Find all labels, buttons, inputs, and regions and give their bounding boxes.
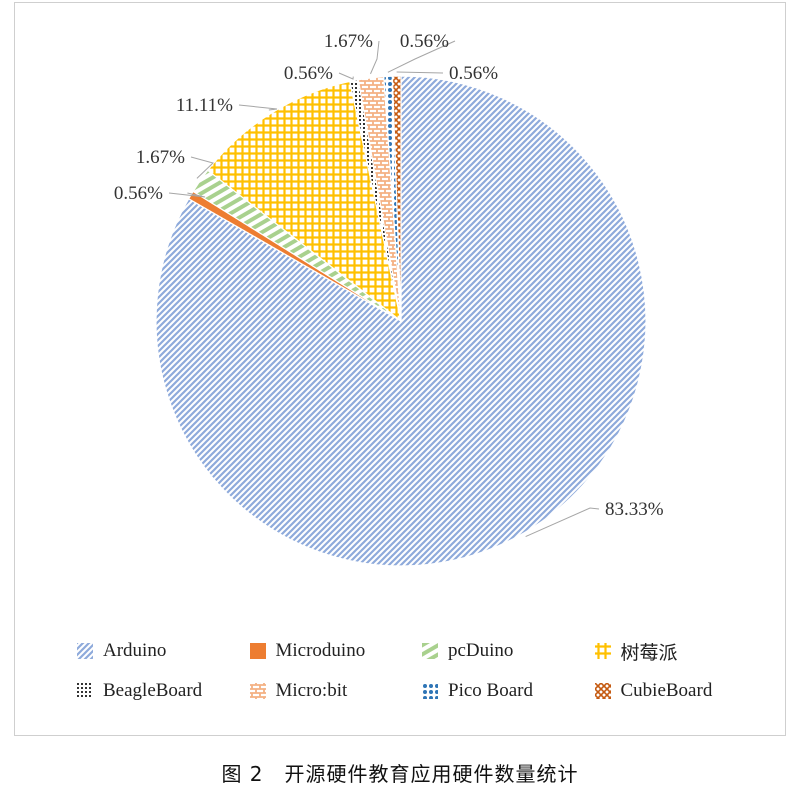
legend-swatch-3 [594, 643, 611, 659]
legend-swatch-4 [77, 683, 93, 699]
leader-line-1 [168, 192, 206, 198]
data-label-0: 83.33% [605, 499, 664, 520]
data-label-7: 0.56% [449, 63, 498, 84]
data-label-1: 0.56% [114, 183, 163, 204]
legend-swatch-1 [249, 643, 266, 659]
pie-slice-3 [206, 80, 402, 323]
legend-label-4: BeagleBoard [103, 680, 203, 701]
data-label-6: 0.56% [400, 31, 449, 52]
data-label-3: 11.11% [176, 95, 233, 116]
legend-swatch-5 [249, 683, 266, 699]
legend-item-7: CubieBoard [594, 680, 768, 702]
legend-item-4: BeagleBoard [77, 680, 250, 702]
legend-row: BeagleBoard Micro:bit Pico Board CubieBoard [77, 671, 767, 711]
legend-swatch-7 [594, 683, 611, 699]
legend: Arduino Microduino pcDuino 树莓派 BeagleBoard M… [77, 631, 767, 711]
leader-line-5 [370, 40, 380, 75]
pie-slice-7 [391, 75, 402, 322]
chart-frame: 83.33% 0.56% 1.67% 11.11% 0.56% 1.67% 0.56% 0.5… [14, 2, 786, 736]
leader-line-4 [338, 72, 354, 80]
legend-label-6: Pico Board [448, 680, 533, 701]
leader-line-6 [387, 40, 456, 73]
leader-line-3 [238, 104, 278, 111]
legend-item-1: Microduino [249, 640, 423, 662]
legend-label-0: Arduino [103, 640, 167, 661]
data-label-4: 0.56% [284, 63, 333, 84]
legend-label-5: Micro:bit [275, 680, 348, 701]
pie-chart: 83.33%0.56%1.67%11.11%0.56%1.67% 0.56%0.5… [114, 31, 664, 567]
leader-line-0 [525, 507, 600, 538]
legend-row: Arduino Microduino pcDuino 树莓派 [77, 631, 767, 671]
legend-label-3: 树莓派 [620, 642, 678, 664]
pie-slice-0 [155, 75, 647, 567]
legend-swatch-0 [77, 643, 93, 659]
legend-swatch-2 [422, 643, 438, 659]
data-label-5: 1.67% [324, 31, 373, 52]
legend-label-2: pcDuino [448, 640, 514, 661]
leader-line-2 [190, 156, 214, 179]
data-label-2: 1.67% [136, 147, 185, 168]
legend-label-7: CubieBoard [620, 680, 713, 701]
legend-swatch-6 [422, 683, 438, 699]
figure-caption: 图 2 开源硬件教育应用硬件数量统计 [221, 762, 579, 786]
legend-item-3: 树莓派 [594, 638, 768, 665]
legend-item-6: Pico Board [422, 680, 595, 702]
legend-item-0: Arduino [77, 640, 250, 662]
leader-line-7 [396, 71, 444, 74]
legend-item-5: Micro:bit [249, 680, 423, 702]
legend-item-2: pcDuino [422, 640, 595, 662]
legend-label-1: Microduino [275, 640, 366, 661]
